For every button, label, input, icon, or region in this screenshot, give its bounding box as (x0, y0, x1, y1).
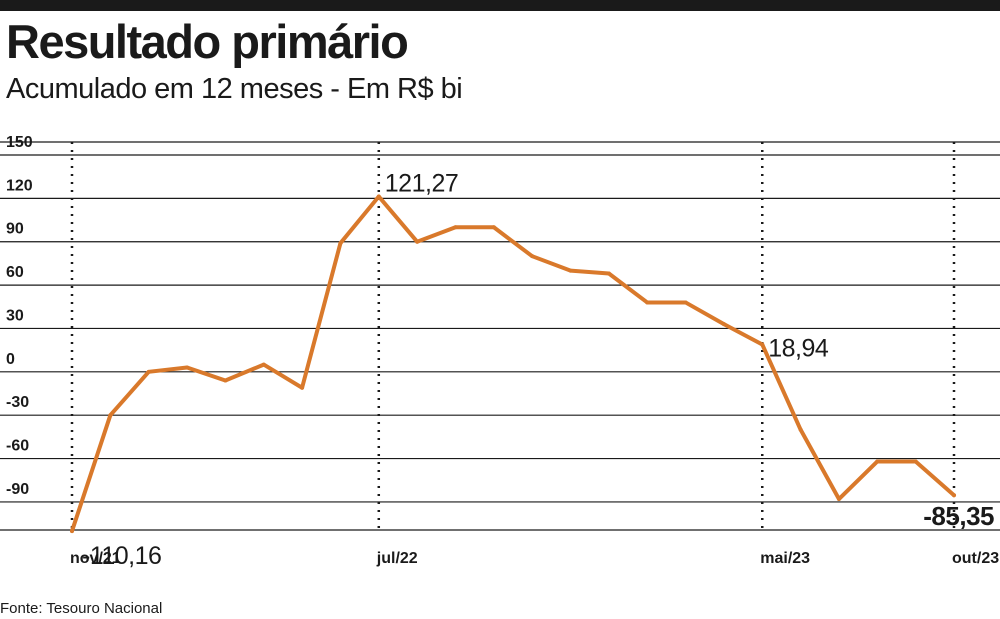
data-label: -110,16 (82, 542, 161, 570)
data-point (913, 459, 918, 464)
data-point (300, 385, 305, 390)
tick-vertical-lines (70, 142, 956, 530)
chart-title: Resultado primário (6, 15, 409, 68)
data-point (875, 459, 880, 464)
data-label: 18,94 (768, 334, 829, 362)
data-point (530, 254, 535, 259)
data-point (798, 427, 803, 432)
data-point (376, 194, 381, 199)
data-point (491, 225, 496, 230)
y-tick-label: -30 (6, 394, 29, 411)
data-point (108, 413, 113, 418)
data-label: -85,35 (923, 501, 994, 531)
y-tick-label: 150 (6, 134, 33, 151)
data-point (223, 378, 228, 383)
data-point (185, 365, 190, 370)
data-point (836, 497, 841, 502)
data-point (683, 300, 688, 305)
top-rule (0, 0, 1000, 11)
y-tick-label: 30 (6, 307, 24, 324)
data-point (645, 300, 650, 305)
x-tick-label: out/23 (952, 550, 999, 567)
chart-subtitle: Acumulado em 12 meses - Em R$ bi (6, 73, 463, 105)
data-point (338, 241, 343, 246)
data-point (261, 362, 266, 367)
series-line (70, 194, 956, 534)
data-point (568, 268, 573, 273)
source-note: Fonte: Tesouro Nacional (0, 600, 163, 617)
y-tick-label: 120 (6, 177, 33, 194)
data-point (415, 239, 420, 244)
y-tick-label: -60 (6, 438, 29, 455)
x-tick-label: jul/22 (376, 550, 418, 567)
y-tick-label: 0 (6, 351, 15, 368)
data-point (70, 529, 74, 534)
y-tick-label: 90 (6, 221, 24, 238)
data-point (606, 271, 611, 276)
grid-lines (0, 141, 1000, 531)
data-point (453, 225, 458, 230)
y-tick-label: -90 (6, 481, 29, 498)
data-label: 121,27 (385, 170, 458, 198)
data-point (760, 342, 765, 347)
data-point (952, 493, 956, 498)
data-points (70, 194, 956, 534)
data-point (721, 322, 726, 327)
data-point (146, 369, 151, 374)
x-tick-label: nov/21 (70, 550, 121, 567)
y-tick-label: 60 (6, 264, 24, 281)
x-axis-labels: nov/21 jul/22 mai/23 out/23 (70, 550, 999, 567)
y-axis-labels: 150 120 90 60 30 0 -30 -60 -90 (6, 134, 33, 498)
line-chart: 150 120 90 60 30 0 -30 -60 -90 nov/21 jul/22 mai/2… (0, 134, 1000, 571)
data-labels: -110,16 121,27 18,94 -85,35 (82, 170, 995, 571)
x-tick-label: mai/23 (760, 550, 810, 567)
